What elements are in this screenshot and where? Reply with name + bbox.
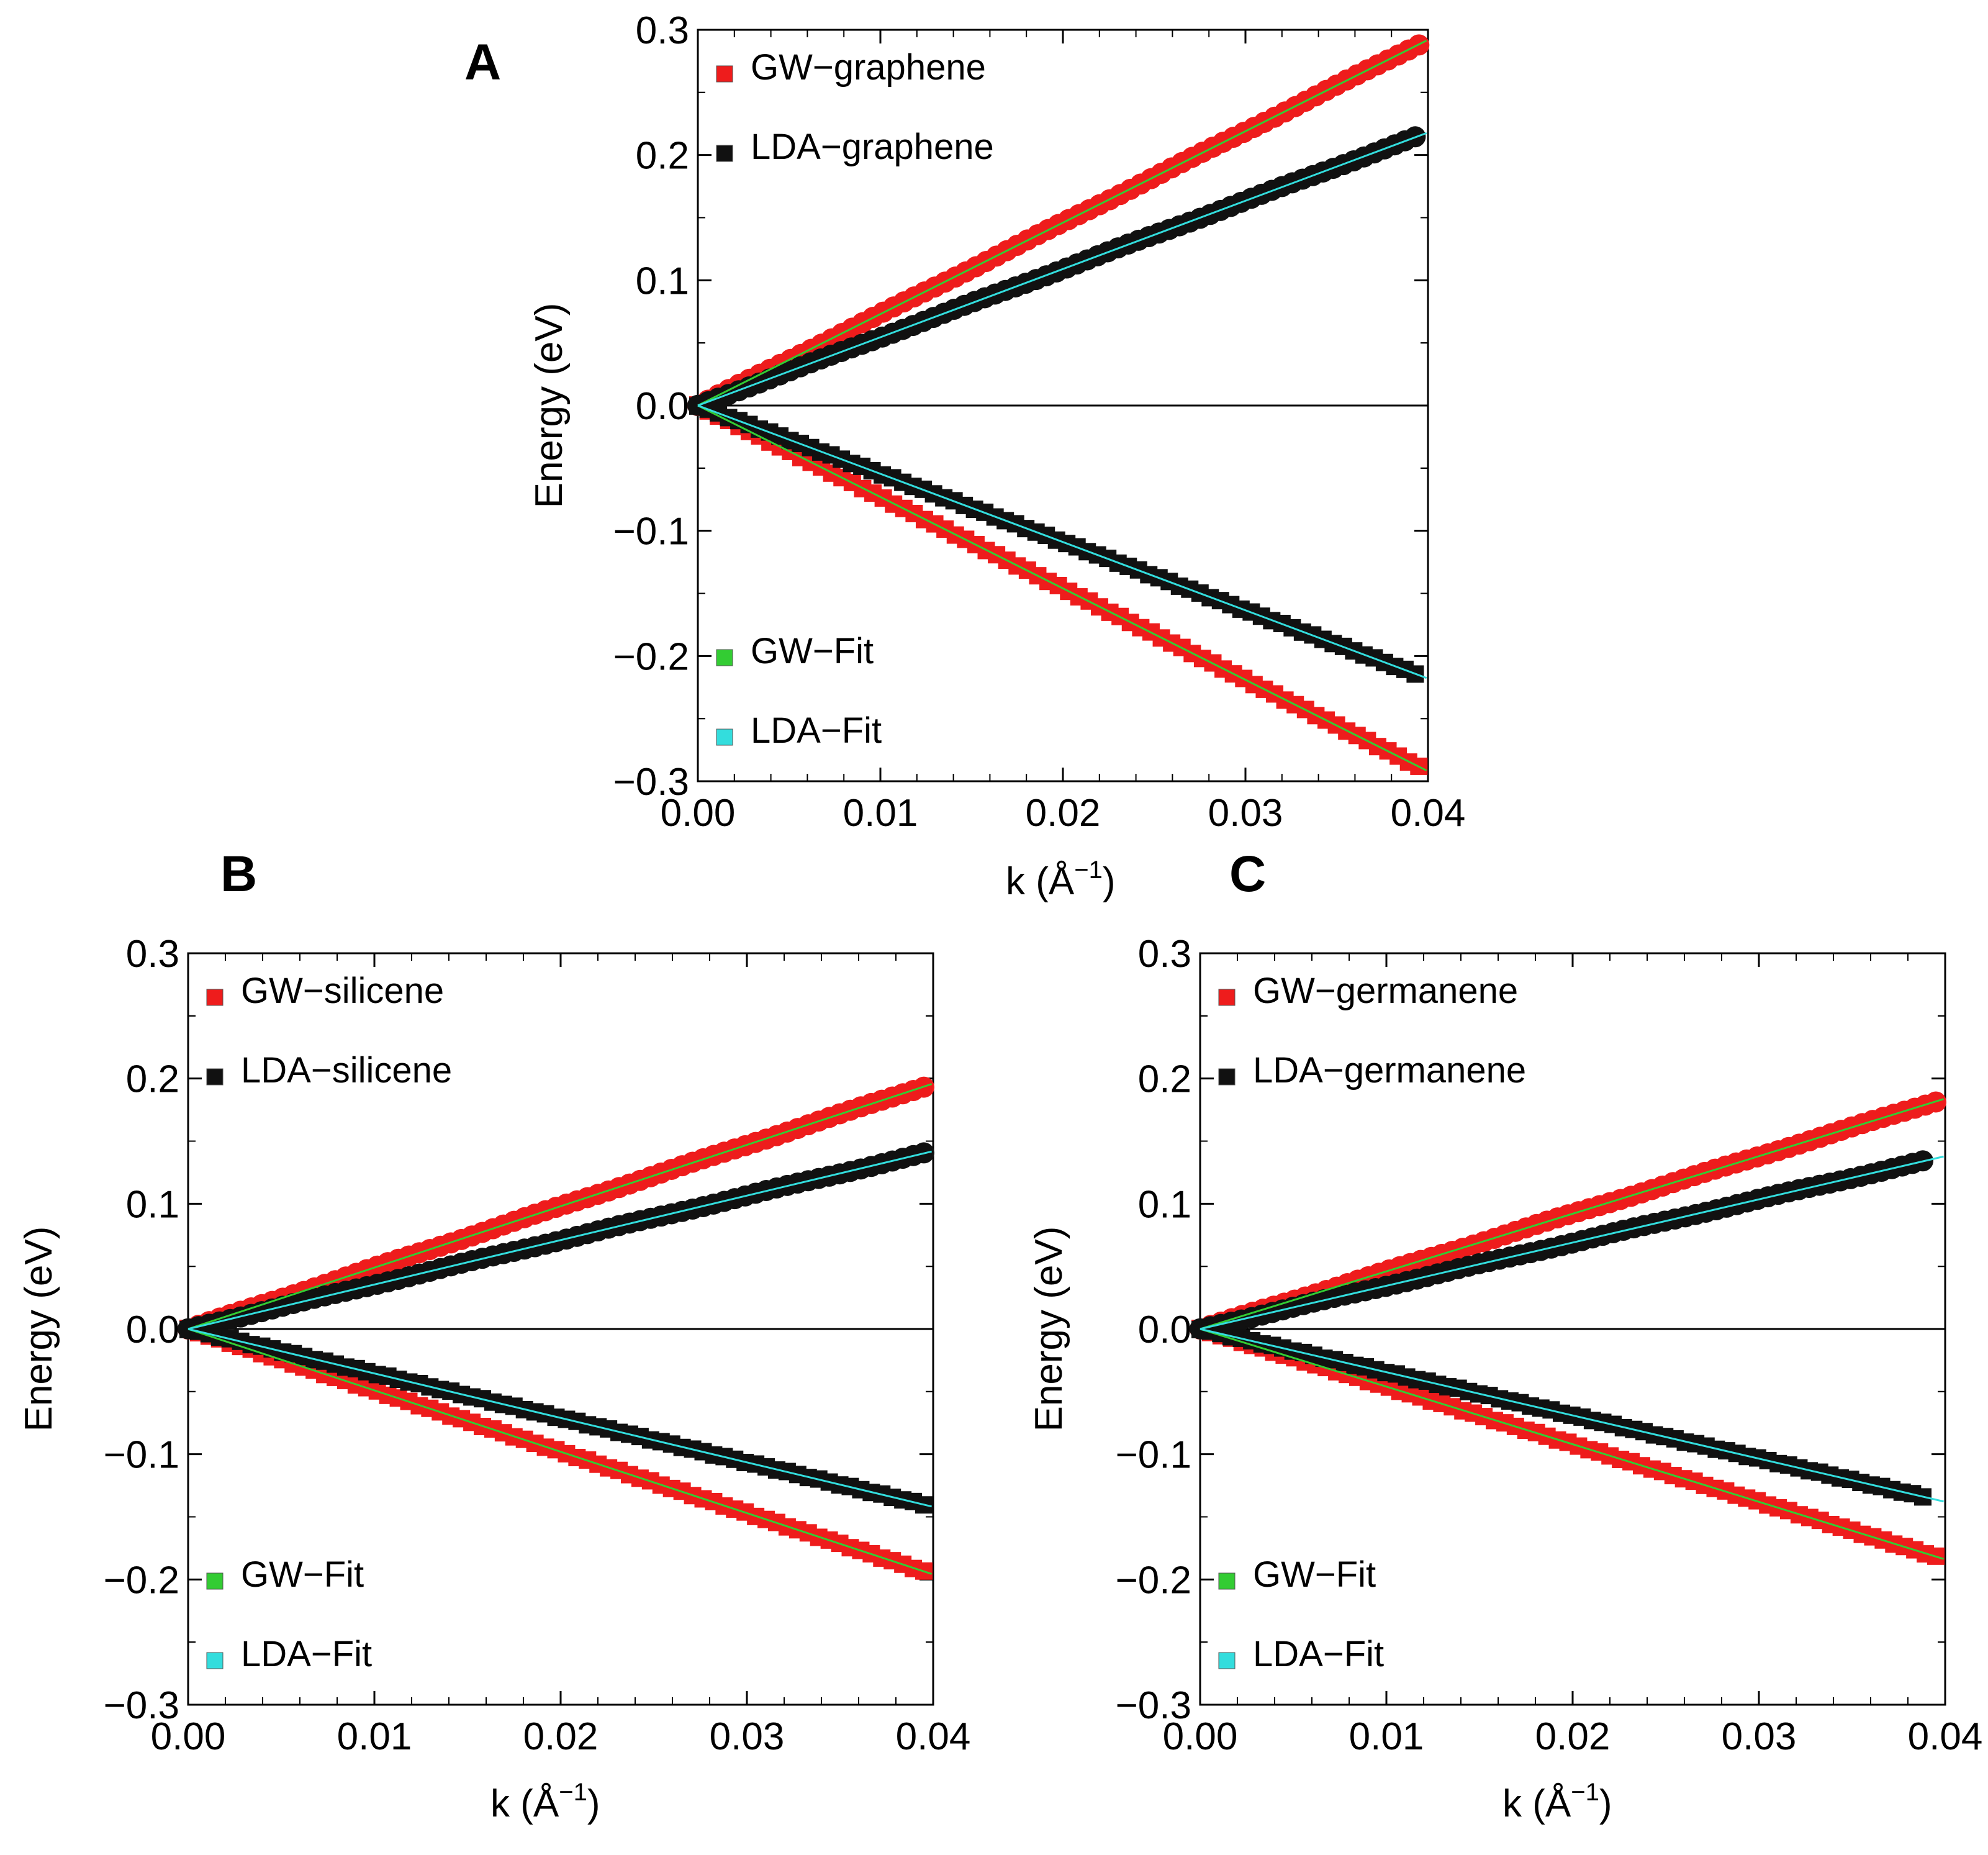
panel-letter: B [220,846,257,902]
legend-label: GW−Fit [241,1554,364,1595]
fit-line-lower [188,1328,932,1508]
legend-label: GW−germanene [1253,971,1518,1011]
y-axis-title: Energy (eV) [1028,1227,1070,1432]
y-axis-title: Energy (eV) [17,1227,60,1432]
fit-line-lower [697,404,1427,772]
y-tick-label: 0.2 [636,135,689,178]
x-tick-label: 0.04 [1391,792,1466,835]
fit-line-lower [697,404,1427,679]
legend-swatch [1218,1068,1236,1086]
legend-swatch [206,1652,224,1669]
x-axis-title: k (Å−1) [1502,1779,1612,1825]
panel-letter: C [1229,846,1266,902]
x-tick-label: 0.00 [1163,1715,1238,1758]
x-tick-label: 0.01 [337,1715,412,1758]
y-tick-label: −0.3 [1116,1684,1191,1727]
x-tick-label: 0.02 [1026,792,1101,835]
y-axis-title: Energy (eV) [528,303,571,509]
y-tick-label: 0.2 [126,1058,179,1101]
panel-a: A −0.3 −0.2 −0.1 0.0 0.1 0.2 0.3 0.00 0.01 0.02 0.0… [464,9,1465,903]
x-tick-label: 0.03 [1208,792,1283,835]
panel-b: B −0.3 −0.2 −0.1 0.0 0.1 0.2 0.3 0.00 0.01 0.02 0.0… [17,846,970,1825]
x-axis-title-main: k (Å [1502,1782,1571,1825]
series-lda-graphene [687,126,1426,683]
y-tick-label: −0.1 [104,1434,179,1477]
legend-swatch [206,1572,224,1590]
x-tick-label: 0.00 [151,1715,226,1758]
fit-line-upper [1200,1098,1945,1330]
fit-line-lower [188,1328,933,1575]
y-tick-label: −0.1 [613,510,689,553]
legend-swatch [1218,989,1236,1006]
legend-swatch [1218,1652,1236,1669]
legend-label: LDA−Fit [1253,1634,1384,1674]
legend-swatch [206,1068,224,1086]
x-axis-title-sup: −1 [1571,1779,1599,1806]
x-tick-label: 0.04 [896,1715,971,1758]
y-tick-label: −0.2 [104,1559,179,1602]
legend-swatch [716,145,733,162]
x-axis-title-close: ) [587,1782,600,1825]
y-tick-label: −0.3 [613,761,689,804]
y-tick-label: −0.3 [104,1684,179,1727]
y-tick-label: 0.1 [1138,1183,1191,1226]
y-tick-label: 0.2 [1138,1058,1191,1101]
legend-swatch [716,728,733,746]
legend-label: LDA−graphene [751,127,994,167]
x-axis-title-main: k (Å [1006,860,1075,903]
x-tick-label: 0.03 [710,1715,785,1758]
x-axis-title: k (Å−1) [1006,856,1116,903]
y-tick-label: 0.0 [1138,1308,1191,1351]
fit-line-lower [1200,1328,1944,1503]
legend-label: GW−silicene [241,971,444,1011]
legend-swatch [1218,1572,1236,1590]
y-tick-label: 0.3 [636,9,689,52]
y-tick-label: 0.1 [636,260,689,302]
legend-swatch [716,65,733,83]
fit-line-upper [1200,1155,1944,1330]
x-tick-label: 0.00 [661,792,736,835]
legend-label: LDA−silicene [241,1050,452,1091]
series-lda-germanene [1190,1150,1933,1506]
legend-label: GW−Fit [751,631,874,671]
y-tick-label: −0.1 [1116,1434,1191,1477]
legend-label: GW−Fit [1253,1554,1376,1595]
x-axis-title: k (Å−1) [490,1779,600,1825]
x-tick-label: 0.03 [1722,1715,1797,1758]
legend-swatch [716,649,733,666]
x-tick-label: 0.02 [1535,1715,1611,1758]
fit-line-lower [1200,1328,1945,1560]
y-tick-label: 0.3 [126,933,179,976]
x-tick-label: 0.02 [523,1715,599,1758]
legend-swatch [206,989,224,1006]
legend-label: LDA−Fit [751,710,882,751]
fit-line-upper [188,1083,933,1330]
fit-line-upper [697,39,1427,407]
y-tick-label: 0.3 [1138,933,1191,976]
y-tick-label: 0.0 [636,385,689,428]
legend-label: LDA−germanene [1253,1050,1526,1091]
y-tick-label: −0.2 [613,635,689,678]
x-axis-title-main: k (Å [490,1782,559,1825]
x-tick-label: 0.04 [1908,1715,1983,1758]
fit-line-upper [697,132,1427,407]
x-tick-label: 0.01 [1349,1715,1424,1758]
y-tick-label: 0.1 [126,1183,179,1226]
legend-label: LDA−Fit [241,1634,372,1674]
x-tick-label: 0.01 [843,792,918,835]
legend-label: GW−graphene [751,47,986,88]
x-axis-title-close: ) [1599,1782,1612,1825]
x-axis-title-close: ) [1103,860,1116,903]
y-tick-label: −0.2 [1116,1559,1191,1602]
y-tick-label: 0.0 [126,1308,179,1351]
panel-letter: A [464,34,501,91]
panel-c: C −0.3 −0.2 −0.1 0.0 0.1 0.2 0.3 0.00 0.01 0.02 0.0… [1028,846,1982,1825]
x-axis-title-sup: −1 [1074,856,1103,884]
x-axis-title-sup: −1 [559,1779,587,1806]
fit-line-upper [188,1150,932,1330]
